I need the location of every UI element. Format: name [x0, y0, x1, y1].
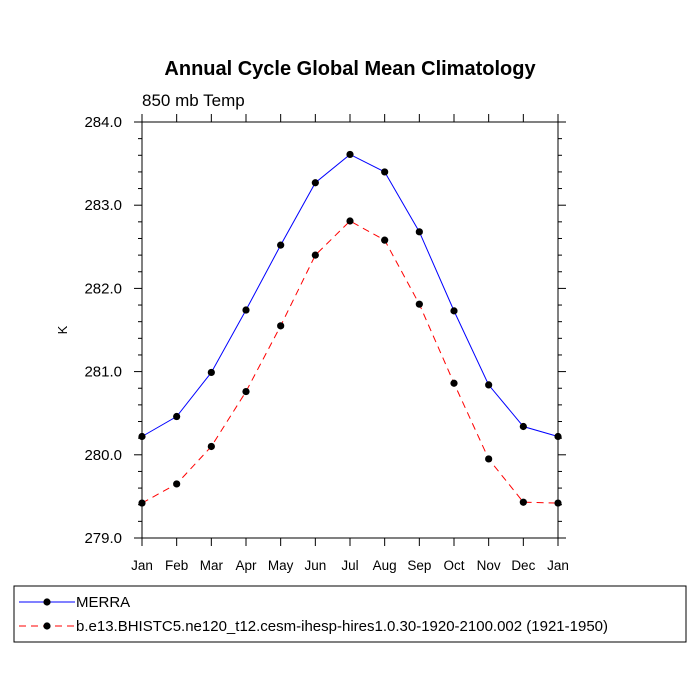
legend-label-2: b.e13.BHISTC5.ne120_t12.cesm-ihesp-hires… [76, 618, 608, 635]
series-2-point [415, 300, 423, 308]
y-axis-label: K [55, 325, 70, 334]
series-1-point [346, 150, 354, 159]
x-tick-label: Feb [165, 558, 188, 573]
series-1-point [450, 307, 458, 315]
series-2-point [346, 217, 354, 225]
legend-marker-2 [43, 622, 51, 630]
series-2-point [207, 442, 215, 451]
series-1-point [277, 241, 285, 249]
series-2-point [242, 387, 250, 396]
series-1-point [311, 179, 319, 187]
series-2-point [138, 499, 146, 507]
series-2-point [554, 499, 562, 507]
series-1-point [242, 306, 250, 314]
x-tick-label: Nov [477, 558, 501, 573]
series-line-1 [141, 153, 559, 437]
x-tick-label: Oct [443, 558, 464, 573]
series-1-point [207, 368, 215, 377]
x-tick-label: Jun [304, 558, 326, 573]
series-2-point [311, 251, 319, 259]
x-tick-label: Jul [341, 558, 358, 573]
x-tick-label: Aug [373, 558, 397, 573]
x-tick-label: May [268, 558, 294, 573]
series-1-point [519, 422, 527, 431]
series-2-point [485, 455, 493, 463]
x-tick-label: Dec [511, 558, 535, 573]
chart-subtitle: 850 mb Temp [142, 91, 245, 110]
x-tick-label: Mar [200, 558, 224, 573]
y-tick-label: 282.0 [84, 280, 122, 297]
plot-frame [141, 121, 559, 539]
series-1-point [173, 412, 181, 421]
x-tick-label: Sep [407, 558, 431, 573]
y-tick-label: 280.0 [84, 447, 122, 464]
series-1-point [138, 432, 146, 441]
y-tick-label: 284.0 [84, 114, 122, 131]
x-tick-label: Apr [235, 558, 257, 573]
series-1-point [485, 381, 493, 389]
legend-box [13, 585, 687, 643]
series-2-point [173, 480, 181, 488]
series-1-point [415, 228, 423, 236]
series-2-point [450, 379, 458, 387]
series-line-2 [141, 220, 559, 504]
y-tick-label: 279.0 [84, 530, 122, 547]
series-2-point [519, 498, 527, 506]
y-tick-label: 281.0 [84, 364, 122, 381]
series-1-point [554, 432, 562, 441]
series-2-point [277, 322, 285, 330]
legend-marker-1 [43, 598, 51, 606]
x-tick-label: Jan [547, 558, 569, 573]
x-tick-label: Jan [131, 558, 153, 573]
series-2-point [381, 236, 389, 244]
y-tick-label: 283.0 [84, 197, 122, 214]
legend-label-1: MERRA [76, 594, 130, 611]
series-1-point [381, 168, 389, 176]
chart-title: Annual Cycle Global Mean Climatology [164, 58, 536, 80]
